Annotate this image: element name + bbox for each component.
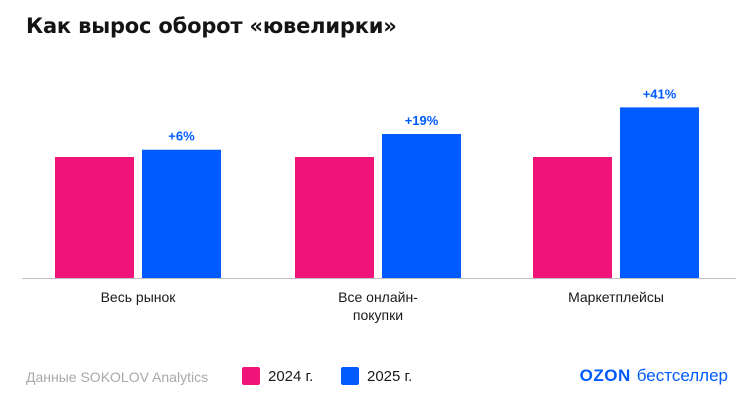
bar-chart: +6% Весь рынок +19% Все онлайн-покупки +41% М… <box>22 86 736 323</box>
legend-item-2024: 2024 г. <box>242 367 313 385</box>
category-label-2: Все онлайн-покупки <box>338 289 418 323</box>
chart-title: Как вырос оборот «ювелирки» <box>26 14 397 38</box>
brand-text: бестселлер <box>636 366 728 385</box>
data-label-1: +6% <box>168 129 195 144</box>
bar-2024-3 <box>533 157 612 278</box>
brand-logo: OZON бестселлер <box>580 366 728 386</box>
legend-label-2025: 2025 г. <box>367 367 413 385</box>
bar-2025-2 <box>382 134 461 278</box>
category-label-3: Маркетплейсы <box>568 289 664 305</box>
bar-2024-1 <box>55 157 134 278</box>
bar-2024-2 <box>295 157 374 278</box>
bar-2025-1 <box>142 149 221 278</box>
ozon-logo: OZON <box>579 366 631 385</box>
bar-2025-3 <box>620 107 699 278</box>
data-label-3: +41% <box>643 86 677 101</box>
legend-item-2025: 2025 г. <box>341 367 412 385</box>
legend-swatch-2025 <box>341 367 359 385</box>
category-label-1: Весь рынок <box>101 289 177 305</box>
legend-swatch-2024 <box>242 367 260 385</box>
legend-label-2024: 2024 г. <box>268 367 314 385</box>
data-source-note: Данные SOKOLOV Analytics <box>26 369 209 385</box>
data-label-2: +19% <box>405 113 439 128</box>
